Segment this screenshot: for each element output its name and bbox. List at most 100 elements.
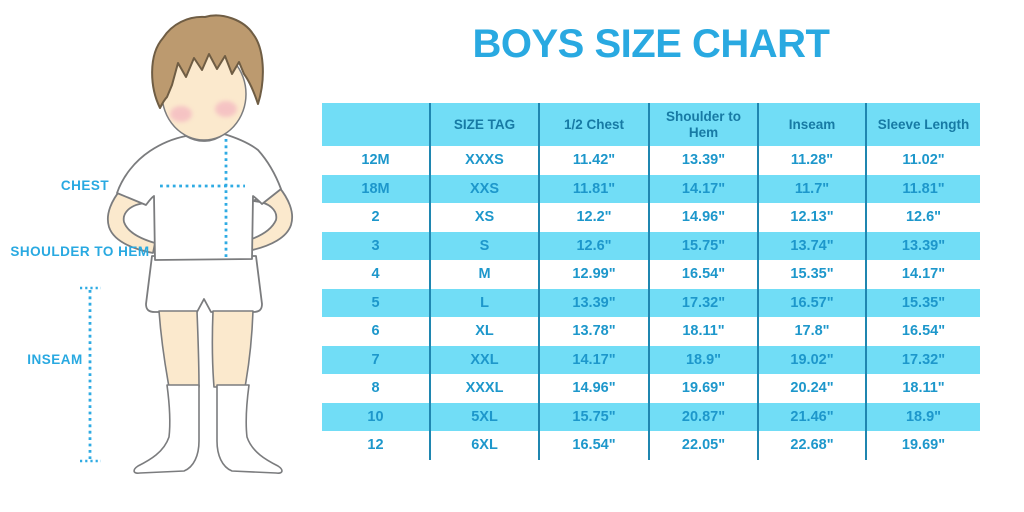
- table-cell: 18M: [322, 174, 430, 203]
- table-row: 4 M 12.99" 16.54" 15.35" 14.17": [322, 260, 980, 289]
- table-cell: 11.42": [538, 146, 649, 175]
- table-cell: 14.17": [538, 345, 649, 374]
- table-cell: 4: [322, 260, 430, 289]
- right-sock: [216, 384, 283, 474]
- column-header: Inseam: [757, 103, 866, 146]
- table-cell: 18.11": [648, 317, 758, 346]
- table-cell: 15.35": [757, 260, 866, 289]
- table-cell: 7: [322, 345, 430, 374]
- table-cell: 12.6": [865, 203, 980, 232]
- table-cell: XXS: [429, 174, 539, 203]
- table-cell: 12.2": [538, 203, 649, 232]
- table-cell: 15.75": [538, 402, 649, 431]
- hair: [151, 14, 264, 109]
- table-cell: 19.69": [865, 431, 980, 460]
- shorts: [145, 255, 263, 313]
- table-cell: XXXS: [429, 146, 539, 175]
- left-leg: [158, 310, 200, 388]
- right-leg: [211, 310, 254, 388]
- table-cell: 22.05": [648, 431, 758, 460]
- table-cell: 12M: [322, 146, 430, 175]
- table-cell: 13.74": [757, 231, 866, 260]
- table-row: 5 L 13.39" 17.32" 16.57" 15.35": [322, 288, 980, 317]
- table-cell: 17.32": [648, 288, 758, 317]
- table-cell: 14.17": [865, 260, 980, 289]
- table-cell: XXXL: [429, 374, 539, 403]
- table-cell: 20.24": [757, 374, 866, 403]
- table-cell: 20.87": [648, 402, 758, 431]
- table-cell: 19.69": [648, 374, 758, 403]
- table-cell: 12.6": [538, 231, 649, 260]
- column-header: [322, 103, 430, 146]
- table-row: 12M XXXS 11.42" 13.39" 11.28" 11.02": [322, 146, 980, 175]
- table-cell: 6: [322, 317, 430, 346]
- table-cell: 15.75": [648, 231, 758, 260]
- table-cell: 22.68": [757, 431, 866, 460]
- table-cell: 3: [322, 231, 430, 260]
- column-header: SIZE TAG: [429, 103, 539, 146]
- table-cell: 11.81": [538, 174, 649, 203]
- table-cell: 19.02": [757, 345, 866, 374]
- table-cell: 5XL: [429, 402, 539, 431]
- table-row: 2 XS 12.2" 14.96" 12.13" 12.6": [322, 203, 980, 232]
- table-cell: 13.39": [865, 231, 980, 260]
- table-row: 18M XXS 11.81" 14.17" 11.7" 11.81": [322, 174, 980, 203]
- table-cell: XL: [429, 317, 539, 346]
- table-cell: 16.54": [648, 260, 758, 289]
- table-row: 6 XL 13.78" 18.11" 17.8" 16.54": [322, 317, 980, 346]
- column-header: Sleeve Length: [865, 103, 980, 146]
- table-cell: 18.9": [648, 345, 758, 374]
- table-cell: 11.02": [865, 146, 980, 175]
- size-chart-table: SIZE TAG 1/2 Chest Shoulder to Hem Inseam Sl…: [322, 103, 980, 460]
- chest-label: CHEST: [61, 178, 110, 193]
- table-row: 8 XXXL 14.96" 19.69" 20.24" 18.11": [322, 374, 980, 403]
- table-cell: 11.28": [757, 146, 866, 175]
- left-sock: [133, 384, 200, 474]
- table-cell: 16.54": [865, 317, 980, 346]
- table-cell: 11.81": [865, 174, 980, 203]
- table-cell: 2: [322, 203, 430, 232]
- page-title: BOYS SIZE CHART: [472, 22, 830, 66]
- table-cell: XXL: [429, 345, 539, 374]
- table-cell: 14.96": [648, 203, 758, 232]
- table-row: 3 S 12.6" 15.75" 13.74" 13.39": [322, 231, 980, 260]
- table-cell: 18.9": [865, 402, 980, 431]
- right-cheek: [215, 101, 237, 117]
- table-cell: 5: [322, 288, 430, 317]
- table-cell: 17.32": [865, 345, 980, 374]
- table-cell: 11.7": [757, 174, 866, 203]
- table-cell: 10: [322, 402, 430, 431]
- table-row: 12 6XL 16.54" 22.05" 22.68" 19.69": [322, 431, 980, 460]
- table-cell: 13.78": [538, 317, 649, 346]
- table-cell: 12: [322, 431, 430, 460]
- table-cell: 16.57": [757, 288, 866, 317]
- column-header: Shoulder to Hem: [648, 103, 758, 146]
- left-cheek: [170, 106, 192, 122]
- table-body: 12M XXXS 11.42" 13.39" 11.28" 11.02" 18M XXS 11.…: [322, 146, 980, 460]
- table-cell: M: [429, 260, 539, 289]
- table-cell: 14.17": [648, 174, 758, 203]
- table-cell: 13.39": [538, 288, 649, 317]
- column-header: 1/2 Chest: [538, 103, 649, 146]
- table-cell: 15.35": [865, 288, 980, 317]
- table-cell: 14.96": [538, 374, 649, 403]
- table-cell: 12.99": [538, 260, 649, 289]
- table-cell: 13.39": [648, 146, 758, 175]
- table-cell: 6XL: [429, 431, 539, 460]
- table-cell: 12.13": [757, 203, 866, 232]
- inseam-label: INSEAM: [27, 352, 83, 367]
- table-cell: XS: [429, 203, 539, 232]
- t-shirt: [116, 133, 282, 261]
- header-row: SIZE TAG 1/2 Chest Shoulder to Hem Inseam Sl…: [322, 103, 980, 146]
- shoulder-to-hem-label: SHOULDER TO HEM: [10, 244, 149, 259]
- table-cell: 16.54": [538, 431, 649, 460]
- table-cell: 17.8": [757, 317, 866, 346]
- table-cell: 18.11": [865, 374, 980, 403]
- table-cell: 8: [322, 374, 430, 403]
- table-cell: S: [429, 231, 539, 260]
- table-cell: L: [429, 288, 539, 317]
- table-cell: 21.46": [757, 402, 866, 431]
- table-row: 10 5XL 15.75" 20.87" 21.46" 18.9": [322, 402, 980, 431]
- boy-illustration: CHEST SHOULDER TO HEM INSEAM: [10, 14, 293, 474]
